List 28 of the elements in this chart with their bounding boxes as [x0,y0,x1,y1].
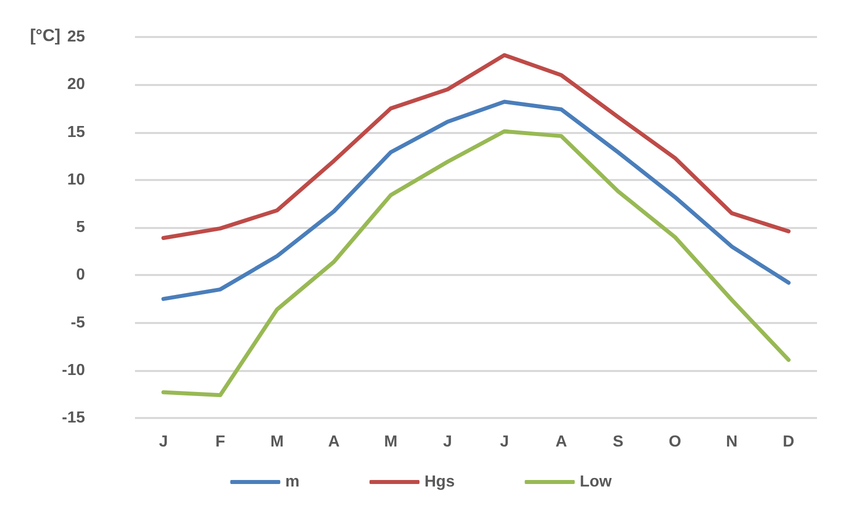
x-tick-label: M [270,434,284,450]
legend-label: m [285,474,300,490]
x-tick-label: N [726,434,738,450]
y-tick-label: -10 [62,362,86,379]
line-series [161,129,791,398]
x-tick-label: J [158,434,168,450]
x-tick-label: D [782,434,794,450]
x-tick-label: M [384,434,398,450]
line-series [161,100,791,301]
x-tick-label: O [668,434,682,450]
x-tick-label: F [215,434,226,450]
legend-label: Hgs [424,474,455,490]
x-tick-label: A [328,434,340,450]
y-tick-label: 25 [67,28,86,46]
x-tick-label: A [555,434,568,450]
y-tick-label: 15 [67,124,86,141]
y-tick-label: 0 [76,266,86,284]
y-axis-title: [°C] [30,26,60,45]
legend-label: Low [580,474,612,490]
y-tick-label: -5 [70,314,86,332]
line-series [161,53,791,240]
y-tick-label: -15 [62,410,86,426]
y-tick-label: 10 [67,171,86,188]
x-tick-label: J [443,434,452,450]
x-tick-label: S [612,434,624,450]
x-tick-label: J [500,434,509,450]
y-tick-label: 20 [67,76,86,94]
y-tick-label: 5 [76,219,86,236]
